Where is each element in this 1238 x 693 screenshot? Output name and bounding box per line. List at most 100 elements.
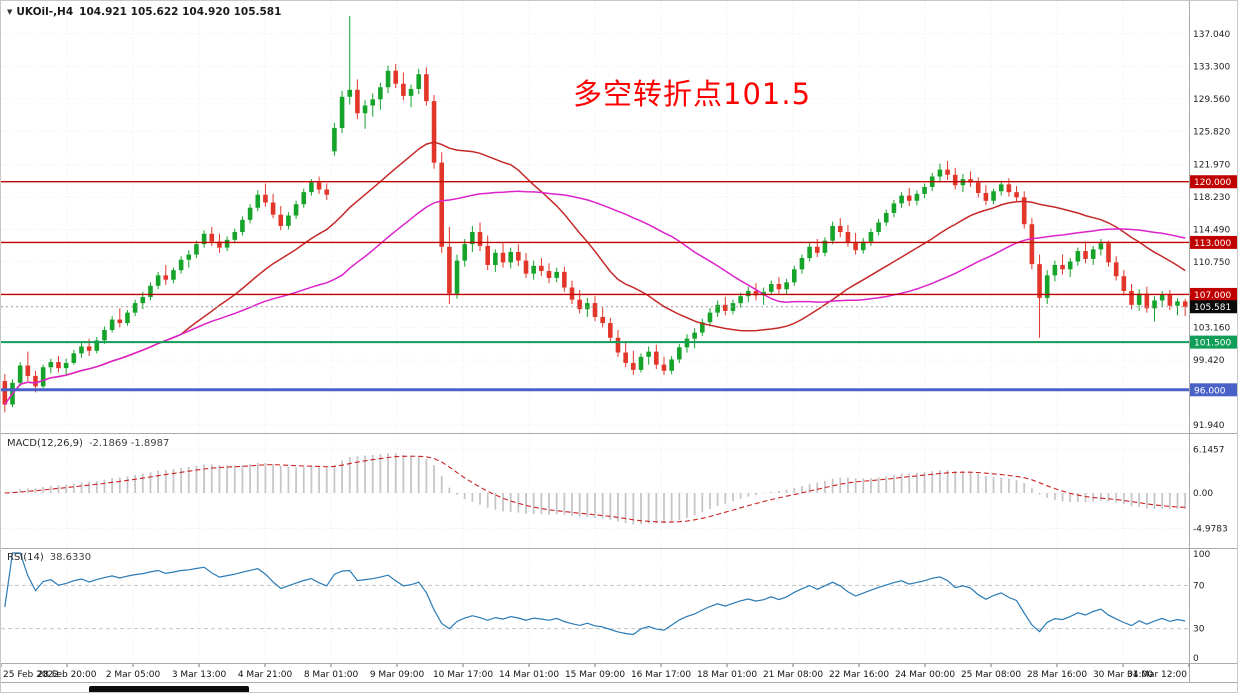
- candle-body: [562, 271, 567, 288]
- time-axis-label: 31 Mar 12:00: [1127, 670, 1187, 680]
- candle-body: [814, 246, 820, 253]
- price-scale-label: 129.560: [1193, 95, 1230, 105]
- candle-body: [952, 174, 958, 186]
- candle-body: [983, 193, 989, 201]
- candle-body: [1083, 251, 1088, 259]
- price-scale-label: 118.230: [1193, 193, 1230, 203]
- candle-body: [677, 347, 682, 360]
- rsi-name: RSI(14): [7, 552, 44, 563]
- candle-body: [945, 169, 950, 175]
- macd-scale-label: 0.00: [1193, 489, 1213, 499]
- macd-scale-label: -4.9783: [1193, 524, 1228, 534]
- candle-body: [40, 367, 46, 387]
- candle-body: [309, 182, 314, 193]
- candle-body: [654, 351, 659, 365]
- macd-values: -2.1869 -1.8987: [88, 438, 170, 449]
- price-scale-label: 91.940: [1193, 421, 1225, 431]
- candle-body: [1098, 243, 1104, 250]
- level-price-tag-label: 107.000: [1194, 291, 1231, 301]
- symbol-timeframe-label: UKOil-,H4: [16, 6, 74, 18]
- candle-body: [201, 233, 207, 245]
- symbol-dropdown-icon[interactable]: ▼: [7, 8, 13, 16]
- candle-body: [768, 284, 774, 292]
- candle-body: [117, 319, 123, 324]
- candle-body: [554, 271, 559, 278]
- candle-body: [1067, 261, 1073, 270]
- price-scale-label: 121.970: [1193, 161, 1230, 171]
- candle-body: [661, 364, 667, 371]
- candle-body: [883, 212, 889, 223]
- price-scale-label: 133.300: [1193, 62, 1230, 72]
- candle-body: [937, 169, 943, 177]
- candle-body: [1021, 197, 1027, 225]
- candle-body: [339, 96, 345, 128]
- candle-body: [860, 241, 866, 251]
- time-axis-label: 25 Mar 08:00: [961, 670, 1021, 680]
- candle-body: [569, 287, 575, 300]
- candle-body: [454, 260, 460, 294]
- candle-body: [837, 225, 843, 233]
- candle-body: [240, 219, 245, 233]
- time-axis-label: 15 Mar 09:00: [565, 670, 625, 680]
- candle-body: [63, 362, 69, 369]
- candle-body: [347, 89, 353, 97]
- candle-body: [171, 270, 176, 280]
- candle-body: [109, 319, 115, 330]
- level-price-tag-label: 113.000: [1194, 239, 1231, 249]
- candle-body: [301, 192, 307, 205]
- rsi-scale-label: 30: [1193, 625, 1205, 635]
- current-price-tag: [1190, 300, 1237, 314]
- candle-body: [1144, 293, 1150, 309]
- candle-body: [132, 303, 138, 313]
- candle-body: [178, 259, 184, 271]
- candle-body: [500, 252, 506, 263]
- candle-body: [784, 282, 789, 290]
- time-axis-label: 21 Mar 08:00: [763, 670, 823, 680]
- candle-body: [186, 254, 192, 260]
- candle-body: [17, 365, 23, 383]
- candle-body: [1090, 249, 1096, 259]
- chart-annotation[interactable]: 多空转折点101.5: [573, 77, 812, 111]
- candle-body: [715, 304, 720, 313]
- time-axis-label: 24 Mar 00:00: [895, 670, 955, 680]
- candle-body: [324, 189, 330, 195]
- symbol-info: ▼ UKOil-,H4 104.921 105.622 104.920 105.58…: [7, 6, 281, 18]
- candle-body: [1029, 224, 1035, 265]
- candle-body: [876, 222, 881, 233]
- candle-body: [968, 179, 973, 183]
- time-axis-label: 8 Mar 01:00: [304, 670, 359, 680]
- candle-body: [1044, 275, 1050, 298]
- candle-body: [853, 242, 858, 251]
- candle-body: [914, 193, 920, 201]
- current-price-tag-label: 105.581: [1194, 303, 1231, 313]
- candle-body: [316, 182, 322, 190]
- rsi-indicator-label: RSI(14) 38.6330: [7, 552, 91, 563]
- candle-body: [1006, 184, 1012, 193]
- bottom-bar-chip[interactable]: [89, 686, 249, 692]
- candle-body: [707, 312, 713, 323]
- candle-body: [1167, 294, 1173, 306]
- candle-body: [516, 251, 521, 261]
- candle-body: [378, 87, 383, 100]
- candle-body: [1152, 300, 1157, 309]
- candle-body: [1136, 293, 1142, 305]
- candle-body: [33, 375, 38, 387]
- candle-body: [94, 340, 100, 351]
- candle-body: [293, 204, 299, 216]
- candle-body: [286, 215, 291, 226]
- time-axis-label: 14 Mar 01:00: [499, 670, 559, 680]
- candle-body: [424, 74, 429, 102]
- candle-body: [692, 332, 697, 339]
- candle-body: [263, 194, 268, 203]
- candle-body: [998, 184, 1004, 192]
- macd-signal-line: [4, 455, 1186, 523]
- candle-body: [891, 203, 897, 213]
- level-price-tag-label: 120.000: [1194, 178, 1231, 188]
- rsi-value: 38.6330: [49, 552, 92, 563]
- candle-body: [646, 351, 651, 357]
- candle-body: [224, 239, 230, 248]
- candle-body: [1159, 294, 1165, 301]
- price-scale-label: 137.040: [1193, 30, 1230, 40]
